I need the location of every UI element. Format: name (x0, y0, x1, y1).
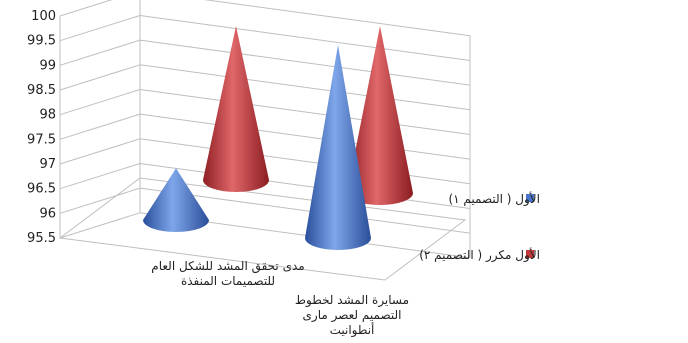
y-tick-label: 99.5 (27, 34, 56, 49)
y-tick-label: 97 (39, 157, 56, 172)
gridline-left (59, 212, 141, 239)
gridline-left (59, 0, 113, 17)
gridline-left (59, 14, 141, 42)
cone-1-0 (203, 26, 269, 192)
gridline-back (139, 162, 471, 209)
category-label-0: للتصميمات المنفذة (181, 274, 275, 288)
y-tick-label: 97.5 (27, 132, 56, 147)
gridline-left (59, 64, 141, 91)
chart-walls (58, 0, 471, 281)
y-tick-label: 100 (31, 9, 56, 24)
gridline-back (139, 14, 471, 61)
cone-0-0 (143, 168, 209, 232)
chart-cones (143, 26, 413, 250)
legend: الأول ( التصميم ١) الأول مكرر ( التصميم ٢… (419, 191, 540, 263)
gridline-left (59, 187, 141, 214)
y-tick-label: 98.5 (27, 83, 56, 98)
gridline-left (59, 162, 141, 190)
gridline-back (139, 187, 471, 234)
y-tick-label: 96.5 (27, 182, 56, 197)
y-tick-label: 96 (39, 206, 56, 221)
cone-1-1 (347, 26, 413, 205)
gridline-left (59, 113, 141, 140)
legend-swatch-0 (526, 194, 534, 202)
gridline-left (59, 88, 141, 116)
y-tick-label: 95.5 (27, 231, 56, 246)
chart-floor (58, 177, 467, 281)
y-axis-ticks: 100 99.5 99 98.5 98 97.5 97 96.5 96 95.5 (27, 9, 56, 246)
y-tick-label: 98 (39, 108, 56, 123)
gridline-back (139, 113, 471, 160)
gridline-left (59, 138, 141, 165)
category-label-0: مدى تحقق المشد للشكل العام (151, 259, 304, 274)
gridline-back (139, 64, 471, 111)
legend-label-1: الأول مكرر ( التصميم ٢) (419, 247, 540, 263)
gridline-back (139, 138, 471, 185)
y-tick-label: 99 (39, 58, 56, 73)
gridline-back (139, 88, 471, 135)
legend-swatch-1 (526, 250, 534, 258)
legend-label-0: الأول ( التصميم ١) (448, 191, 540, 207)
gridline-back (139, 39, 471, 86)
gridline-back (203, 0, 471, 37)
category-label-1: أنطوانيت (330, 322, 375, 338)
category-label-1: التصميم لعصر مارى (303, 308, 402, 323)
gridline-left (59, 39, 141, 66)
cone-0-1 (305, 44, 371, 250)
category-label-1: مسايرة المشد لخطوط (295, 293, 409, 308)
